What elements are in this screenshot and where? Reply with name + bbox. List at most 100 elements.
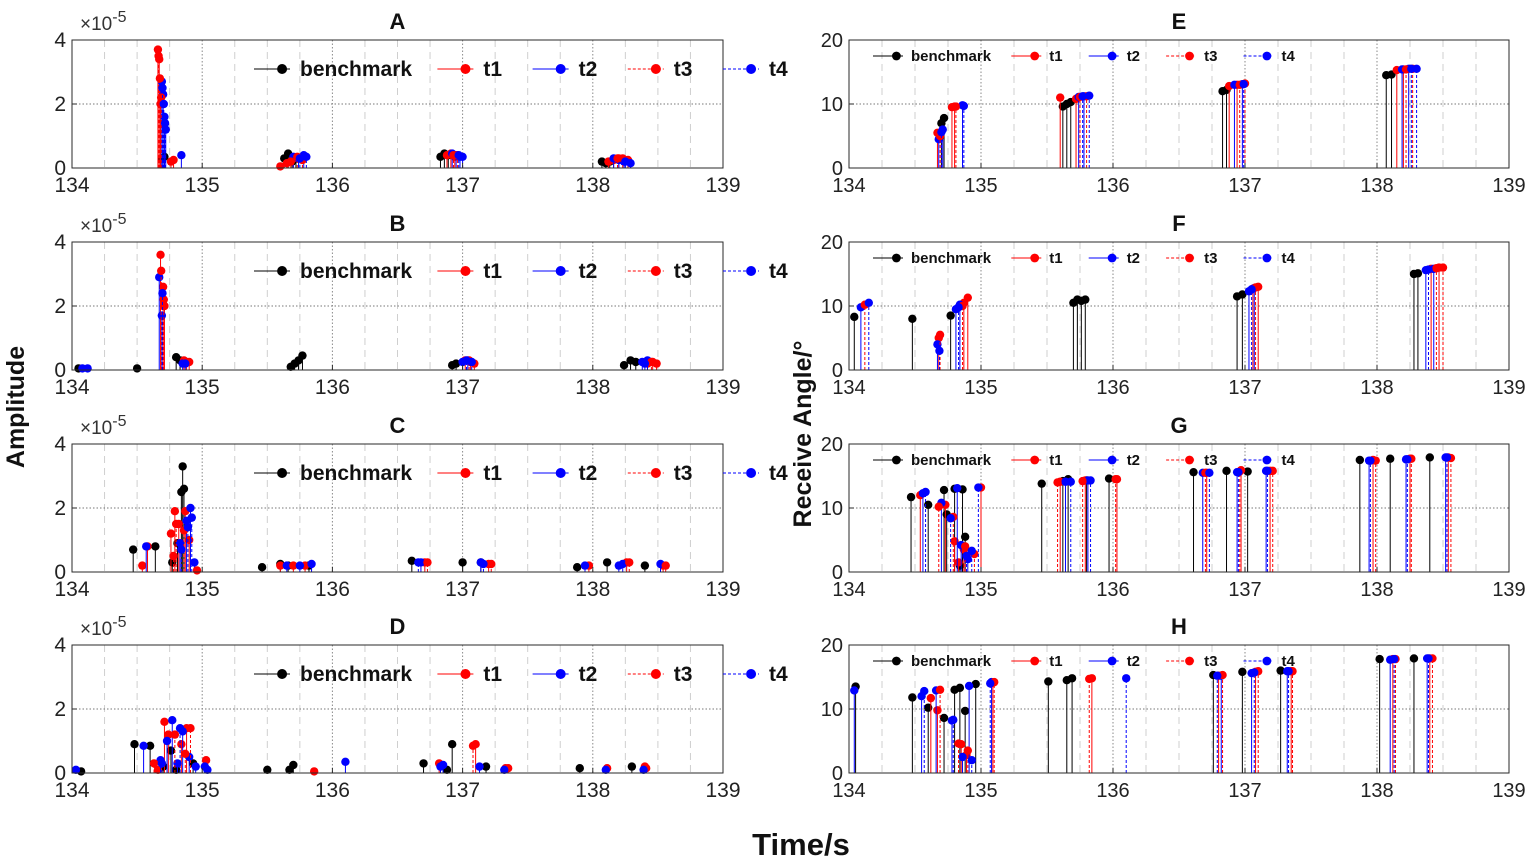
- point-t4: [967, 756, 976, 765]
- legend-label-t3: t3: [1204, 452, 1217, 469]
- point-t4: [639, 765, 648, 774]
- point-t4: [158, 289, 167, 298]
- panel-title: C: [390, 413, 406, 438]
- point-t2: [168, 716, 177, 725]
- point-benchmark: [1189, 467, 1198, 477]
- legend: benchmark t1 t2 t3 t4: [254, 58, 788, 81]
- point-t3: [935, 330, 945, 339]
- legend-marker-t1: [460, 669, 471, 679]
- y-tick-label: 10: [821, 498, 843, 520]
- point-benchmark: [1037, 479, 1046, 488]
- point-benchmark: [924, 500, 933, 509]
- point-t4: [959, 101, 969, 111]
- series-group: [933, 64, 1421, 168]
- point-t3: [156, 266, 166, 275]
- legend-marker-benchmark: [277, 64, 288, 74]
- point-t2: [341, 757, 350, 766]
- point-benchmark: [602, 558, 612, 567]
- x-tick-label: 136: [1096, 579, 1129, 601]
- point-t2: [139, 741, 148, 750]
- legend-label-t1: t1: [483, 58, 502, 81]
- point-benchmark: [132, 364, 142, 373]
- point-benchmark: [631, 357, 640, 367]
- point-t2: [177, 151, 186, 160]
- point-t4: [1205, 468, 1214, 477]
- point-t4: [1239, 79, 1248, 89]
- legend: benchmark t1 t2 t3 t4: [254, 663, 788, 686]
- legend-label-t4: t4: [1282, 653, 1296, 670]
- point-benchmark: [151, 542, 160, 551]
- panel-title: G: [1170, 413, 1187, 438]
- x-tick-label: 139: [1492, 579, 1525, 601]
- point-t1: [153, 45, 163, 54]
- x-tick-label: 135: [964, 780, 997, 802]
- legend-label-benchmark: benchmark: [300, 260, 412, 283]
- x-tick-label: 136: [315, 578, 350, 601]
- legend-marker-t4: [1262, 51, 1272, 61]
- legend-label-t2: t2: [579, 260, 598, 283]
- series-group: [850, 654, 1437, 773]
- legend-label-t3: t3: [674, 462, 693, 485]
- point-t4: [295, 561, 305, 570]
- legend-marker-benchmark: [892, 656, 901, 666]
- legend-label-benchmark: benchmark: [911, 653, 992, 670]
- point-t4: [183, 523, 193, 532]
- y-axis-label-receive-angle: Receive Angle/°: [789, 341, 817, 528]
- point-t1: [309, 767, 319, 776]
- legend-label-t4: t4: [1282, 250, 1296, 267]
- x-tick-label: 135: [964, 175, 997, 197]
- y-multiplier-label: ×10-5: [80, 614, 127, 640]
- x-tick-label: 138: [1360, 377, 1393, 399]
- point-benchmark: [407, 556, 417, 565]
- point-t1: [164, 730, 173, 739]
- series-group: [128, 462, 670, 575]
- panel-title: B: [390, 211, 406, 236]
- legend-label-t2: t2: [1127, 653, 1140, 670]
- y-multiplier-label: ×10-5: [80, 413, 127, 439]
- point-t3: [661, 561, 670, 570]
- point-t3: [1053, 478, 1062, 487]
- y-tick-label: 2: [54, 497, 66, 520]
- point-t3: [169, 551, 178, 561]
- point-t1: [138, 561, 147, 570]
- y-tick-label: 20: [821, 635, 843, 657]
- point-benchmark: [171, 765, 181, 774]
- x-tick-label: 134: [832, 377, 865, 399]
- point-t3: [1438, 263, 1448, 272]
- point-t3: [186, 724, 195, 733]
- point-t1: [963, 293, 972, 302]
- point-t3: [1111, 475, 1120, 484]
- y-tick-label: 0: [54, 359, 66, 382]
- point-t4: [1085, 91, 1094, 100]
- point-benchmark: [128, 545, 138, 554]
- legend-marker-t2: [1107, 656, 1117, 666]
- point-t1: [950, 537, 959, 546]
- legend-label-t1: t1: [483, 260, 502, 283]
- x-tick-label: 134: [832, 175, 865, 197]
- legend-label-benchmark: benchmark: [300, 58, 412, 81]
- point-t2: [953, 483, 962, 493]
- point-benchmark: [1081, 295, 1090, 304]
- point-t4: [1412, 64, 1421, 74]
- point-t1: [184, 535, 194, 545]
- point-benchmark: [1386, 454, 1395, 463]
- point-t2: [958, 752, 967, 762]
- legend-marker-benchmark: [892, 455, 901, 465]
- legend-label-t3: t3: [1204, 48, 1217, 65]
- point-t4: [295, 154, 305, 163]
- legend-marker-t3: [1185, 253, 1194, 263]
- y-tick-label: 0: [54, 561, 66, 584]
- point-t1: [156, 250, 165, 259]
- point-benchmark: [263, 765, 272, 774]
- x-tick-label: 139: [1492, 377, 1525, 399]
- legend-label-t4: t4: [1282, 452, 1296, 469]
- legend-marker-t2: [1107, 253, 1117, 263]
- panel-title: D: [390, 614, 406, 639]
- legend-label-t2: t2: [1127, 250, 1140, 267]
- legend-label-t4: t4: [769, 663, 788, 686]
